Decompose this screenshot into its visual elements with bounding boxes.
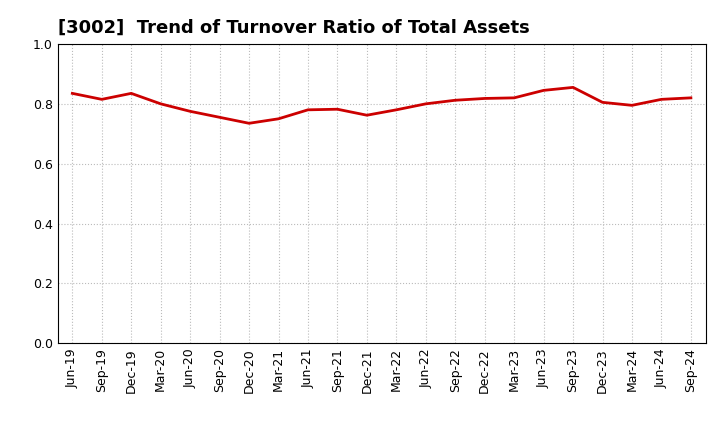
Text: [3002]  Trend of Turnover Ratio of Total Assets: [3002] Trend of Turnover Ratio of Total … [58,19,529,37]
